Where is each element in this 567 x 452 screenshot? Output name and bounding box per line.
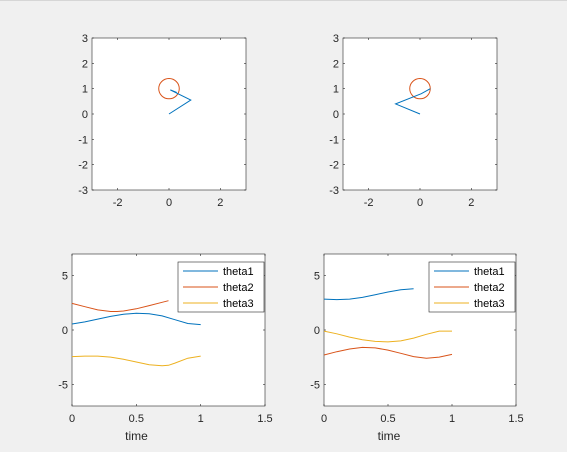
y-tick-label: -5	[58, 379, 68, 391]
y-tick-label: -2	[78, 160, 88, 172]
legend-label-theta1: theta1	[223, 266, 254, 278]
axes-4: 0 0.5 1 1.5 -5 0 5 time theta1 theta2 theta3	[310, 253, 524, 443]
series-line-theta3	[71, 355, 201, 367]
legend-label-theta3: theta3	[474, 298, 505, 310]
y-tick-label: -1	[78, 134, 88, 146]
x-tick-label: 1	[449, 413, 455, 425]
x-tick-label: 0	[166, 197, 172, 209]
legend-label-theta1: theta1	[474, 266, 505, 278]
legend-label-theta3: theta3	[223, 298, 254, 310]
x-tick-label: 0	[417, 197, 423, 209]
x-tick-label: 2	[468, 197, 474, 209]
x-tick-label: 1.5	[257, 413, 272, 425]
axes-1: -2 0 2 -3 -2 -1 0 1 2 3	[78, 33, 247, 209]
x-tick-label: 1	[198, 413, 204, 425]
y-tick-label: 2	[82, 58, 88, 70]
legend: theta1 theta2 theta3	[177, 261, 265, 313]
x-tick-label: -2	[364, 197, 374, 209]
y-tick-label: -2	[329, 160, 339, 172]
y-tick-label: 5	[62, 271, 68, 283]
y-tick-label: -5	[310, 379, 320, 391]
y-tick-label: -3	[329, 185, 339, 197]
series-line-1	[394, 88, 431, 115]
x-axis-label: time	[125, 429, 148, 443]
y-tick-label: 0	[314, 325, 320, 337]
circle-mark	[158, 78, 180, 100]
window-top-border	[0, 0, 567, 1]
axes-3: 0 0.5 1 1.5 -5 0 5 time theta1 theta2 theta3	[58, 253, 273, 443]
x-axis-label: time	[378, 429, 401, 443]
x-tick-label: 0.5	[380, 413, 395, 425]
series-line-theta3	[323, 330, 452, 343]
y-tick-label: 3	[333, 33, 339, 45]
y-tick-label: 5	[314, 271, 320, 283]
x-tick-label: 0.5	[129, 413, 144, 425]
x-tick-label: 2	[217, 197, 223, 209]
x-tick-label: 0	[321, 413, 327, 425]
series-line-theta1	[71, 312, 201, 326]
x-tick-label: 1.5	[508, 413, 523, 425]
y-tick-label: 0	[62, 325, 68, 337]
legend-label-theta2: theta2	[223, 282, 254, 294]
x-tick-label: -2	[113, 197, 123, 209]
x-tick-label: 0	[69, 413, 75, 425]
y-tick-label: 3	[82, 33, 88, 45]
series-line-theta2	[71, 300, 169, 312]
series-line-1	[168, 89, 192, 115]
series-line-theta2	[323, 346, 453, 359]
legend-label-theta2: theta2	[474, 282, 505, 294]
y-tick-label: 1	[82, 84, 88, 96]
series-line-theta1	[323, 288, 414, 301]
y-tick-label: 0	[82, 109, 88, 121]
y-tick-label: 0	[333, 109, 339, 121]
y-tick-label: 1	[333, 84, 339, 96]
legend: theta1 theta2 theta3	[428, 261, 516, 313]
y-tick-label: 2	[333, 58, 339, 70]
axes-2: -2 0 2 -3 -2 -1 0 1 2 3	[329, 33, 498, 209]
y-tick-label: -1	[329, 134, 339, 146]
y-tick-label: -3	[78, 185, 88, 197]
